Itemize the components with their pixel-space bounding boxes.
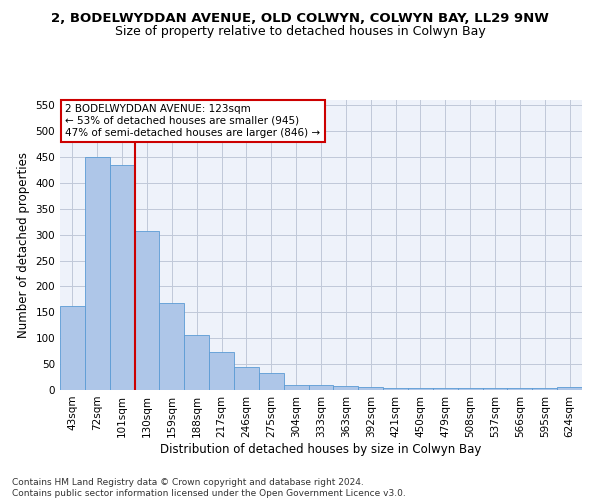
Y-axis label: Number of detached properties: Number of detached properties: [17, 152, 30, 338]
Bar: [482, 388, 508, 390]
Bar: [408, 388, 433, 390]
Bar: [334, 386, 358, 390]
Bar: [383, 388, 408, 390]
Bar: [284, 385, 308, 390]
Bar: [85, 157, 110, 390]
Bar: [308, 386, 334, 390]
Bar: [358, 388, 383, 390]
Bar: [433, 388, 458, 390]
Bar: [458, 388, 482, 390]
Bar: [532, 388, 557, 390]
Text: 2 BODELWYDDAN AVENUE: 123sqm
← 53% of detached houses are smaller (945)
47% of s: 2 BODELWYDDAN AVENUE: 123sqm ← 53% of de…: [65, 104, 320, 138]
Bar: [557, 388, 582, 390]
Text: 2, BODELWYDDAN AVENUE, OLD COLWYN, COLWYN BAY, LL29 9NW: 2, BODELWYDDAN AVENUE, OLD COLWYN, COLWY…: [51, 12, 549, 26]
Bar: [259, 373, 284, 390]
Text: Contains HM Land Registry data © Crown copyright and database right 2024.
Contai: Contains HM Land Registry data © Crown c…: [12, 478, 406, 498]
Bar: [160, 303, 184, 390]
Bar: [234, 367, 259, 390]
Bar: [508, 388, 532, 390]
Bar: [184, 335, 209, 390]
X-axis label: Distribution of detached houses by size in Colwyn Bay: Distribution of detached houses by size …: [160, 442, 482, 456]
Bar: [110, 164, 134, 390]
Text: Size of property relative to detached houses in Colwyn Bay: Size of property relative to detached ho…: [115, 25, 485, 38]
Bar: [134, 231, 160, 390]
Bar: [60, 306, 85, 390]
Bar: [209, 352, 234, 390]
